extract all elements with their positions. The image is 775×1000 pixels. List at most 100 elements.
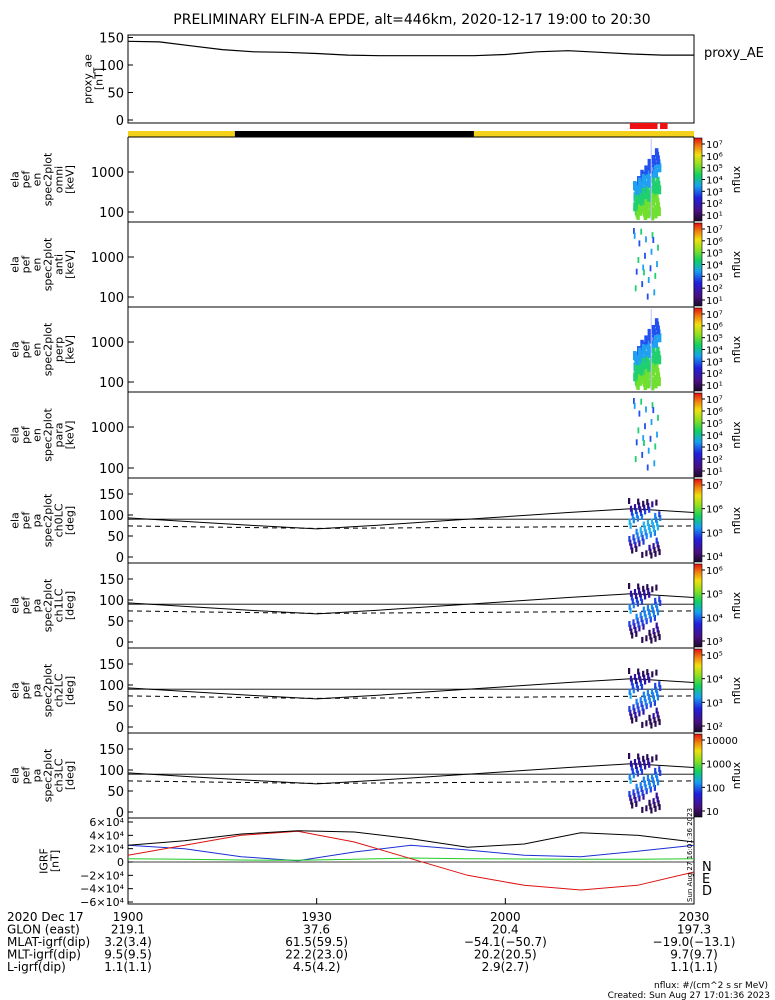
pa-spectrogram-pixel — [632, 687, 635, 694]
pa-spectrogram-pixel — [631, 632, 634, 639]
pa-spectrogram-pixel — [629, 794, 632, 801]
pa-spectrogram-pixel — [642, 521, 645, 528]
igrf-series-E — [127, 857, 695, 861]
spectrogram-pixel — [633, 228, 635, 234]
pa-spectrogram-pixel — [655, 622, 658, 629]
igrf-legend-e: E — [702, 872, 710, 887]
pa-spectrogram-pixel — [629, 675, 633, 682]
pitch-colorbar-2-label: nflux — [730, 676, 743, 704]
pa-spectrogram-pixel — [650, 603, 654, 610]
ephemeris-value: 219.1 — [111, 923, 145, 937]
anti-loss-cone-dashed — [127, 610, 695, 614]
spectrogram-pixel — [649, 265, 652, 272]
pa-spectrogram-pixel — [628, 773, 631, 780]
energy-colorbar-3-tick-label: 10⁶ — [706, 407, 723, 418]
pa-spectrogram-pixel — [635, 715, 638, 722]
spectrogram-pixel — [642, 176, 647, 185]
igrf-legend-n: N — [702, 860, 712, 875]
pa-spectrogram-pixel — [655, 686, 658, 693]
spectrogram-pixel — [636, 210, 640, 220]
spectrogram-pixel — [654, 379, 658, 389]
energy-ylabel-1-line: spec2plot — [42, 237, 55, 291]
spectrogram-pixel — [635, 268, 638, 275]
pa-spectrogram-pixel — [645, 703, 648, 710]
igrf-ylabel-line: IGRF — [38, 848, 51, 874]
pa-spectrogram-pixel — [655, 669, 658, 676]
spectrogram-pixel — [654, 168, 659, 178]
energy-colorbar-1-tick-label: 10³ — [706, 272, 723, 283]
pa-spectrogram-pixel — [635, 766, 638, 773]
energy-colorbar-0-tick-label: 10⁷ — [706, 140, 723, 151]
spectrogram-pixel — [648, 349, 652, 358]
pa-spectrogram-pixel — [633, 623, 636, 630]
ephemeris-value: 61.5(59.5) — [285, 935, 348, 949]
pa-spectrogram-pixel — [648, 782, 651, 789]
pa-spectrogram-pixel — [650, 552, 653, 559]
loss-cone-solid — [127, 593, 695, 615]
pa-spectrogram-pixel — [632, 772, 635, 779]
pa-spectrogram-pixel — [632, 789, 635, 796]
spectrogram-pixel — [650, 419, 653, 425]
pa-spectrogram-pixel — [655, 792, 658, 799]
pa-spectrogram-pixel — [637, 753, 640, 760]
energy-colorbar-0-tick-label: 10⁵ — [706, 164, 723, 175]
pa-spectrogram-pixel — [631, 598, 634, 605]
pa-spectrogram-pixel — [648, 629, 651, 636]
ephemeris-value: 37.6 — [303, 923, 330, 937]
pa-spectrogram-pixel — [629, 505, 633, 512]
ephemeris-value: 2000 — [490, 910, 521, 924]
spectrogram-pixel — [656, 325, 660, 335]
spectrogram-pixel — [633, 202, 637, 212]
spectrogram-pixel — [656, 202, 661, 212]
pa-spectrogram-pixel — [635, 528, 638, 535]
pitch-ytick-label: 50 — [107, 615, 124, 630]
pa-spectrogram-pixel — [648, 612, 651, 619]
pitch-ylabel-2-line: pa — [31, 684, 44, 698]
ephemeris-value: 20.4 — [492, 923, 519, 937]
pa-spectrogram-pixel — [638, 540, 641, 547]
pa-spectrogram-pixel — [640, 531, 643, 537]
pitch-colorbar-0-tick-label: 10⁶ — [706, 505, 723, 516]
pa-spectrogram-pixel — [654, 767, 657, 774]
pitch-colorbar-3-tick-label: 10 — [706, 807, 719, 818]
energy-colorbar-1-tick-label: 10⁵ — [706, 249, 723, 260]
pitch-ytick-label: 50 — [107, 785, 124, 800]
pa-spectrogram-pixel — [629, 539, 632, 546]
pa-spectrogram-pixel — [637, 706, 640, 713]
spectrogram-pixel — [653, 289, 656, 296]
pa-spectrogram-pixel — [630, 509, 633, 516]
energy-ylabel-2-line: en — [31, 343, 44, 357]
pa-spectrogram-pixel — [648, 714, 651, 721]
plot-title: PRELIMINARY ELFIN-A EPDE, alt=446km, 202… — [173, 12, 650, 28]
pa-spectrogram-pixel — [635, 630, 638, 637]
energy-colorbar-1-label-group: nflux — [730, 250, 743, 278]
pitch-colorbar-3-tick-label: 1000 — [706, 760, 731, 771]
pitch-ytick-label: 150 — [99, 573, 124, 588]
energy-colorbar-0-tick-label: 10² — [706, 199, 723, 210]
proxy-ae-legend: proxy_AE — [704, 46, 764, 61]
science-zone-bar — [629, 123, 658, 129]
spectrogram-pixel — [654, 209, 658, 219]
spectrogram-pixel — [651, 232, 654, 239]
spectrogram-pixel — [638, 376, 643, 386]
render-timestamp: Sun Aug 27 16:01:36 2023 — [686, 808, 694, 902]
spectrogram-pixel — [634, 456, 637, 463]
spectrogram-pixel — [642, 264, 645, 271]
spectrogram-pixel — [644, 252, 646, 259]
pa-spectrogram-pixel — [648, 799, 651, 806]
pa-spectrogram-pixel — [628, 583, 631, 589]
spectrogram-pixel — [640, 228, 643, 235]
science-zone-bar — [660, 123, 668, 129]
pa-spectrogram-pixel — [656, 609, 660, 616]
spectrogram-pixel — [633, 402, 636, 409]
pa-spectrogram-pixel — [641, 534, 644, 541]
spectrogram-pixel — [656, 155, 660, 165]
spectrogram-pixel — [644, 165, 648, 175]
spectrogram-pixel — [646, 209, 651, 219]
pa-spectrogram-pixel — [648, 697, 651, 704]
